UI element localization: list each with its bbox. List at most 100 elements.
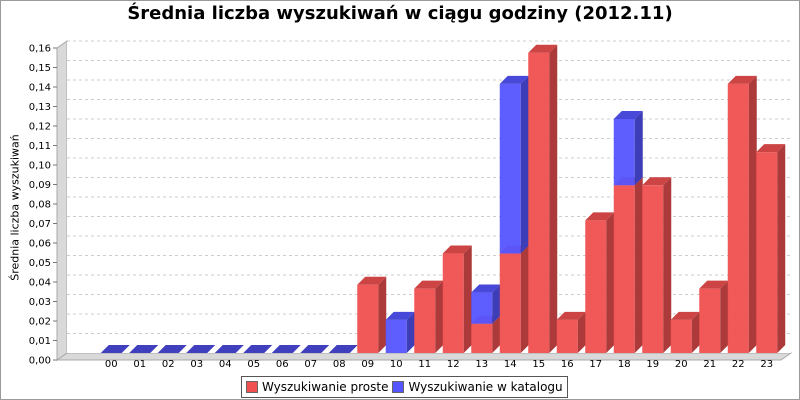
bar-front	[699, 288, 721, 353]
bar-top	[642, 177, 672, 186]
bar-front	[471, 323, 493, 353]
x-tick-label: 15	[532, 359, 545, 370]
bar-zero-cap	[214, 345, 244, 353]
x-tick-label: 12	[447, 359, 460, 370]
bar-side	[520, 75, 529, 254]
bar-top	[727, 75, 757, 84]
x-tick-label: 17	[589, 359, 602, 370]
x-tick-label: 01	[133, 359, 146, 370]
y-tick-label: 0,15	[29, 63, 51, 74]
bar-side	[520, 245, 529, 353]
bar-zero-cap	[271, 345, 301, 353]
bar-side	[549, 44, 558, 353]
x-tick-label: 23	[760, 359, 773, 370]
y-tick-label: 0,11	[29, 141, 51, 152]
bar-zero-cap	[243, 345, 273, 353]
x-tick-label: 04	[219, 359, 232, 370]
y-tick-label: 0,16	[29, 44, 51, 55]
x-tick-label: 11	[418, 359, 431, 370]
bar-top	[385, 311, 415, 320]
bar-top	[471, 284, 501, 293]
bar-zero-cap	[328, 345, 358, 353]
bar-side	[720, 280, 729, 353]
bar-front	[442, 253, 464, 353]
bar-top	[613, 111, 643, 119]
bar-side	[634, 177, 643, 353]
x-tick-label: 14	[504, 359, 517, 370]
bar-top	[442, 245, 472, 254]
bar-side	[748, 75, 757, 354]
bar-front	[357, 284, 379, 353]
bar-side	[634, 111, 643, 186]
legend-entry-catalog: Wyszukiwanie w katalogu	[392, 380, 563, 394]
bar-side	[378, 276, 387, 353]
bar-side	[777, 144, 786, 353]
bar-side	[691, 311, 700, 353]
bar-side	[663, 177, 672, 353]
y-tick-label: 0,06	[29, 239, 51, 250]
x-tick-label: 03	[190, 359, 203, 370]
bar-front	[585, 220, 607, 353]
legend-label-simple: Wyszukiwanie proste	[262, 380, 389, 394]
legend-label-catalog: Wyszukiwanie w katalogu	[408, 380, 563, 394]
x-tick-label: 20	[675, 359, 688, 370]
bar-front	[670, 319, 692, 353]
legend: Wyszukiwanie proste Wyszukiwanie w katal…	[241, 376, 568, 398]
x-tick-label: 10	[390, 359, 403, 370]
bar-top	[357, 276, 387, 285]
bar-front	[642, 185, 664, 353]
bar-side	[463, 245, 472, 353]
x-tick-label: 00	[105, 359, 118, 370]
y-tick-label: 0,05	[29, 258, 51, 269]
bar-zero-cap	[100, 345, 130, 353]
x-tick-label: 08	[333, 359, 346, 370]
x-tick-label: 05	[247, 359, 260, 370]
bar-side	[492, 284, 501, 324]
bar-top	[556, 311, 586, 320]
bar-front	[613, 119, 635, 186]
bar-zero-cap	[300, 345, 330, 353]
bar-top	[756, 144, 786, 153]
legend-swatch-catalog	[392, 381, 405, 393]
bar-front	[528, 52, 550, 353]
bar-front	[613, 185, 635, 353]
bar-front	[414, 288, 436, 353]
bar-zero-cap	[157, 345, 187, 353]
bar-front	[727, 83, 749, 354]
x-tick-label: 07	[304, 359, 317, 370]
y-tick-label: 0,07	[29, 219, 51, 230]
x-tick-label: 09	[361, 359, 374, 370]
y-tick-label: 0,08	[29, 200, 51, 211]
bar-front	[385, 319, 407, 353]
y-tick-label: 0,14	[29, 83, 51, 94]
bar-top	[414, 280, 444, 289]
bar-top	[585, 212, 615, 221]
y-axis-label: Średnia liczba wyszukiwań	[8, 134, 22, 281]
x-tick-label: 21	[703, 359, 716, 370]
chart-title: Średnia liczba wyszukiwań w ciągu godzin…	[127, 3, 673, 24]
x-tick-label: 13	[475, 359, 488, 370]
y-tick-label: 0,00	[29, 356, 51, 367]
bar-side	[492, 315, 501, 353]
x-tick-label: 18	[618, 359, 631, 370]
left-wall	[56, 40, 68, 361]
x-tick-label: 06	[276, 359, 289, 370]
x-tick-label: 22	[732, 359, 745, 370]
y-tick-label: 0,13	[29, 102, 51, 113]
y-tick-label: 0,03	[29, 297, 51, 308]
bar-front	[556, 319, 578, 353]
bar-zero-cap	[186, 345, 216, 353]
bar-top	[499, 75, 529, 84]
bar-side	[606, 212, 615, 353]
y-tick-label: 0,10	[29, 161, 51, 172]
bar-top	[699, 280, 729, 289]
bar-top	[670, 311, 700, 320]
legend-swatch-simple	[246, 381, 258, 393]
bar-side	[406, 311, 415, 353]
x-tick-label: 02	[162, 359, 175, 370]
bar-front	[471, 292, 493, 324]
y-tick-label: 0,04	[29, 278, 51, 289]
bar-zero-cap	[129, 345, 159, 353]
